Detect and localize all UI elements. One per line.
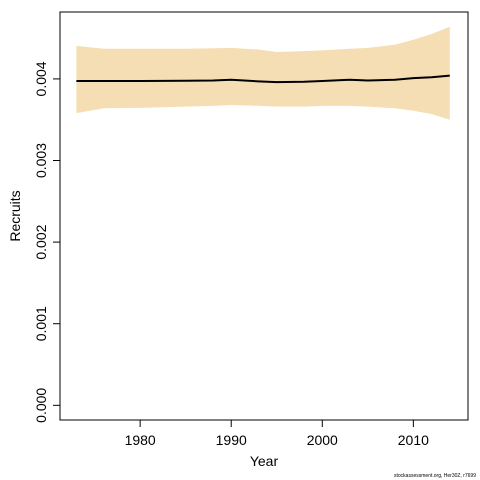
x-tick-label: 2010: [398, 432, 429, 448]
x-tick-label: 1980: [125, 432, 156, 448]
y-tick-label: 0.000: [33, 388, 49, 423]
footer: stockassessment.org, Her30Z, r7699: [394, 473, 476, 479]
line: [76, 74, 450, 84]
y-tick-label: 0.003: [33, 143, 49, 178]
y-tick-label: 0.004: [33, 61, 49, 96]
y-tick-label: 0.001: [33, 306, 49, 341]
y-tick-label: 0.002: [33, 224, 49, 259]
x-axis-label: Year: [250, 453, 279, 469]
x-tick-label: 1990: [216, 432, 247, 448]
x-tick-label: 2000: [307, 432, 338, 448]
y-axis-label: Recruits: [7, 190, 23, 241]
confidence-band: [76, 26, 450, 120]
